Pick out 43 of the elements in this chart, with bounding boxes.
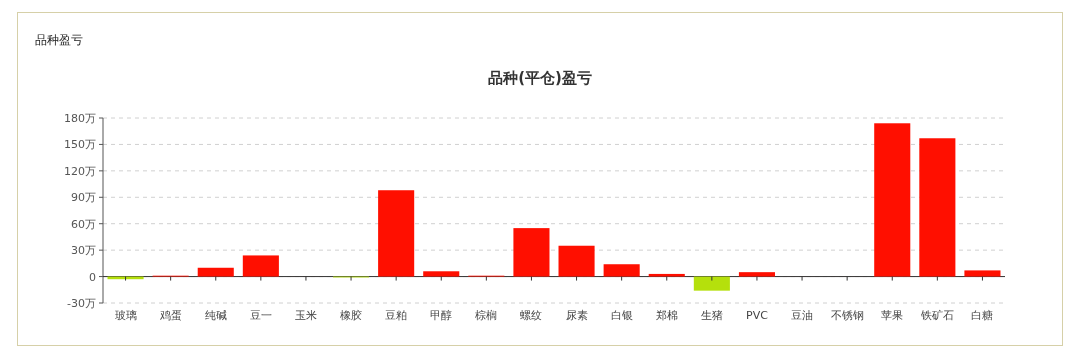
x-tick-label: 白银	[610, 309, 633, 322]
x-tick-label: 玉米	[294, 309, 317, 322]
bar	[197, 267, 234, 277]
x-tick-label: 棕榈	[475, 309, 498, 322]
x-tick-label: 生猪	[700, 309, 723, 322]
bar	[919, 138, 956, 277]
x-tick-label: 豆粕	[385, 309, 408, 322]
bar	[648, 273, 685, 277]
y-tick-label: 0	[89, 270, 96, 284]
y-tick-label: 60万	[71, 217, 96, 231]
x-tick-label: 铁矿石	[919, 309, 954, 322]
bar	[513, 228, 550, 277]
y-tick-label: 150万	[64, 138, 96, 152]
x-tick-label: 苹果	[881, 309, 904, 322]
x-tick-label: 鸡蛋	[158, 309, 182, 322]
x-tick-label: PVC	[746, 309, 769, 322]
y-tick-label: 30万	[71, 244, 96, 258]
x-tick-label: 不锈钢	[830, 309, 864, 322]
x-tick-label: 纯碱	[204, 309, 227, 322]
x-tick-label: 玻璃	[114, 309, 137, 322]
chart-subtitle: 品种盈亏	[35, 33, 83, 47]
x-tick-label: 尿素	[565, 309, 588, 322]
y-tick-label: 120万	[64, 164, 96, 178]
chart-title: 品种(平仓)盈亏	[488, 69, 592, 87]
y-tick-label: 90万	[71, 191, 96, 205]
x-tick-label: 甲醇	[430, 309, 453, 322]
bar	[874, 123, 911, 277]
bar	[558, 245, 595, 277]
x-tick-label: 螺纹	[520, 309, 543, 322]
bar	[603, 264, 640, 277]
x-tick-label: 豆油	[791, 309, 814, 322]
bar	[242, 255, 279, 277]
x-tick-label: 郑棉	[655, 309, 678, 322]
bar	[738, 272, 775, 277]
bar	[693, 276, 730, 291]
x-tick-label: 豆一	[249, 309, 272, 322]
bar	[964, 270, 1001, 277]
x-tick-label: 白糖	[971, 309, 994, 322]
y-tick-label: -30万	[67, 297, 96, 310]
x-tick-label: 橡胶	[340, 309, 363, 322]
y-tick-label: 180万	[64, 112, 96, 125]
bar	[378, 190, 415, 277]
bar	[423, 271, 460, 277]
